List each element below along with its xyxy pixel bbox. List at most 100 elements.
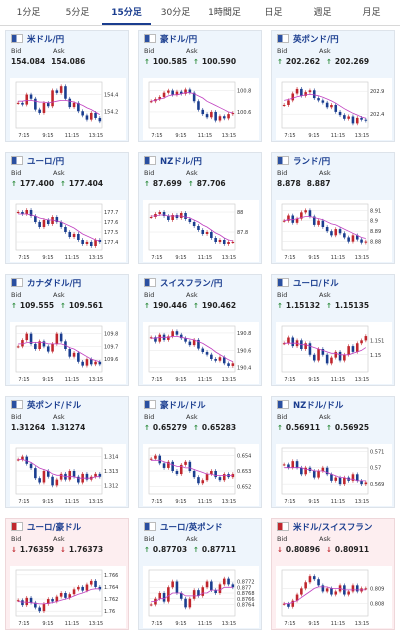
mini-candlestick-chart[interactable]: 190.8 190.6 190.4 7:15 9:15 11:15 13:15 [143, 322, 259, 384]
tab-timeframe[interactable]: 30分足 [160, 8, 191, 18]
bid-group: 154.084 [11, 56, 48, 67]
price-values: ↓ 1.76359 ↓ 1.76373 [6, 544, 128, 555]
moving-average-line [18, 99, 101, 115]
mini-candlestick-chart[interactable]: 0.571 0.57 0.569 7:15 9:15 11:15 13:15 [276, 444, 392, 506]
candle-body [317, 220, 320, 225]
mini-candlestick-chart[interactable]: 1.314 1.313 1.312 7:15 9:15 11:15 13:15 [10, 444, 126, 506]
card-header: スイスフラン/円 [139, 275, 261, 290]
tab-timeframe[interactable]: 日足 [264, 8, 283, 18]
candle-body [334, 351, 338, 358]
candle-body [51, 476, 54, 486]
y-tick-label: 0.8772 [237, 580, 255, 586]
candle-body [308, 576, 312, 583]
pair-name-link[interactable]: ユーロ/英ポンド [160, 522, 223, 533]
pair-name-link[interactable]: ユーロ/円 [27, 156, 65, 167]
y-tick-label: 1.76 [104, 609, 115, 615]
currency-card[interactable]: 米ドル/スイスフラン Bid Ask ↓ 0.80896 ↓ 0.80911 0.809 0.8… [271, 518, 395, 630]
mini-candlestick-chart[interactable]: 8.91 8.9 8.89 8.88 7:15 9:15 11:15 13:15 [276, 200, 392, 262]
mini-candlestick-chart[interactable]: 154.4 154.2 7:15 9:15 11:15 13:15 [10, 78, 126, 140]
candle-body [201, 230, 205, 234]
mini-candlestick-chart[interactable]: 0.809 0.808 7:15 9:15 11:15 13:15 [276, 566, 392, 628]
pair-name-link[interactable]: 英ポンド/ドル [27, 400, 82, 411]
mini-candlestick-chart[interactable]: 0.8772 0.877 0.8768 0.8766 0.8764 7:15 9:15 11:… [143, 566, 259, 628]
chart-svg: 109.8 109.7 109.6 7:15 9:15 11:15 13:15 [15, 325, 118, 383]
tab-timeframe[interactable]: 月足 [362, 8, 381, 18]
currency-card[interactable]: 豪ドル/円 Bid Ask ↑ 100.585 ↑ 100.590 100.8 100.6 7:1… [138, 30, 262, 142]
candle-body [149, 217, 153, 218]
pair-name-link[interactable]: ランド/円 [293, 156, 331, 167]
mini-candlestick-chart[interactable]: 1.151 1.15 7:15 9:15 11:15 13:15 [276, 322, 392, 384]
currency-card[interactable]: ユーロ/円 Bid Ask ↑ 177.400 ↑ 177.404 177.7 177.6 177… [5, 152, 129, 264]
currency-card[interactable]: 豪ドル/ドル Bid Ask ↑ 0.65279 ↑ 0.65283 0.654 0.653 0.… [138, 396, 262, 508]
ask-group: ↑ 0.65283 [193, 422, 239, 433]
currency-card[interactable]: ユーロ/ドル Bid Ask ↑ 1.15132 ↑ 1.15135 1.151 1.15 7:1… [271, 274, 395, 386]
currency-card[interactable]: NZドル/円 Bid Ask ↑ 87.699 ↑ 87.706 88 87.8 7:15 9:15… [138, 152, 262, 264]
currency-card[interactable]: カナダドル/円 Bid Ask ↑ 109.555 ↑ 109.561 109.8 109.7 1… [5, 274, 129, 386]
currency-card[interactable]: NZドル/ドル Bid Ask ↑ 0.56911 ↑ 0.56925 0.571 0.57 0.… [271, 396, 395, 508]
currency-card[interactable]: ユーロ/英ポンド Bid Ask ↑ 0.87703 ↑ 0.87711 0.8772 0.87… [138, 518, 262, 630]
y-tick-label: 0.57 [370, 466, 381, 472]
candle-body [175, 215, 179, 218]
bid-label: Bid [11, 47, 22, 55]
mini-candlestick-chart[interactable]: 100.8 100.6 7:15 9:15 11:15 13:15 [143, 78, 259, 140]
mini-candlestick-chart[interactable]: 177.7 177.6 177.5 177.4 7:15 9:15 11:15 13:15 [10, 200, 126, 262]
bid-group: ↑ 202.262 [277, 56, 323, 67]
mini-candlestick-chart[interactable]: 109.8 109.7 109.6 7:15 9:15 11:15 13:15 [10, 322, 126, 384]
candle-body [330, 105, 333, 108]
x-tick-label: 13:15 [355, 499, 369, 505]
ask-label: Ask [53, 47, 65, 55]
ask-group: ↑ 109.561 [60, 300, 106, 311]
card-header: ユーロ/ドル [272, 275, 394, 290]
candle-body [214, 358, 217, 361]
bid-value: 0.80896 [285, 545, 321, 554]
pair-name-link[interactable]: カナダドル/円 [27, 278, 82, 289]
moving-average-line [151, 335, 233, 362]
pair-name-link[interactable]: ユーロ/豪ドル [27, 522, 82, 533]
pair-name-link[interactable]: 米ドル/円 [27, 34, 65, 45]
mini-candlestick-chart[interactable]: 88 87.8 7:15 9:15 11:15 13:15 [143, 200, 259, 262]
candle-body [68, 349, 72, 357]
currency-card[interactable]: 英ポンド/円 Bid Ask ↑ 202.262 ↑ 202.269 202.9 202.4 7:… [271, 30, 395, 142]
candle-body [205, 232, 209, 234]
chart-svg: 190.8 190.6 190.4 7:15 9:15 11:15 13:15 [148, 325, 251, 383]
candle-body [218, 116, 222, 121]
pair-name-link[interactable]: 豪ドル/円 [160, 34, 198, 45]
y-tick-label: 8.88 [370, 240, 381, 246]
pair-name-link[interactable]: NZドル/円 [160, 156, 202, 167]
x-tick-label: 13:15 [222, 377, 236, 383]
y-tick-label: 1.764 [104, 585, 118, 591]
pair-name-link[interactable]: NZドル/ドル [293, 400, 344, 411]
pair-name-link[interactable]: 英ポンド/円 [293, 34, 339, 45]
tab-timeframe[interactable]: 週足 [313, 8, 332, 18]
chart-svg: 0.571 0.57 0.569 7:15 9:15 11:15 13:15 [281, 447, 384, 505]
tab-timeframe[interactable]: 15分足 [102, 2, 151, 25]
up-arrow-icon: ↑ [277, 424, 283, 432]
tab-timeframe[interactable]: 1分足 [16, 8, 41, 18]
candle-body [21, 456, 24, 460]
bid-label: Bid [144, 169, 155, 177]
currency-card[interactable]: 英ポンド/ドル Bid Ask 1.31264 1.31274 1.314 1.313 1.3… [5, 396, 129, 508]
up-arrow-icon: ↑ [193, 302, 199, 310]
price-values: ↑ 109.555 ↑ 109.561 [6, 300, 128, 311]
currency-card[interactable]: ランド/円 Bid Ask 8.878 8.887 8.91 8.9 8.89 8.88 7:15… [271, 152, 395, 264]
mini-candlestick-chart[interactable]: 202.9 202.4 7:15 9:15 11:15 13:15 [276, 78, 392, 140]
tab-timeframe[interactable]: 5分足 [65, 8, 90, 18]
pair-name-link[interactable]: 豪ドル/ドル [160, 400, 206, 411]
pair-name-link[interactable]: 米ドル/スイスフラン [293, 522, 373, 533]
candle-body [355, 343, 359, 352]
ask-value: 190.462 [201, 301, 237, 310]
mini-candlestick-chart[interactable]: 0.654 0.653 0.652 7:15 9:15 11:15 13:15 [143, 444, 259, 506]
currency-card[interactable]: ユーロ/豪ドル Bid Ask ↓ 1.76359 ↓ 1.76373 1.766 1.764 1… [5, 518, 129, 630]
candle-body [85, 242, 89, 244]
candle-body [291, 337, 295, 347]
price-values: ↑ 0.56911 ↑ 0.56925 [272, 422, 394, 433]
tab-timeframe[interactable]: 1時間足 [208, 8, 241, 18]
mini-candlestick-chart[interactable]: 1.766 1.764 1.762 1.76 7:15 9:15 11:15 13:15 [10, 566, 126, 628]
pair-name-link[interactable]: スイスフラン/円 [160, 278, 223, 289]
candle-body [171, 331, 174, 337]
chart-svg: 1.151 1.15 7:15 9:15 11:15 13:15 [281, 325, 384, 383]
currency-card[interactable]: 米ドル/円 Bid Ask 154.084 154.086 154.4 154.2 7:15 9… [5, 30, 129, 142]
currency-card[interactable]: スイスフラン/円 Bid Ask ↑ 190.446 ↑ 190.462 190.8 190.6… [138, 274, 262, 386]
candle-body [364, 588, 368, 590]
pair-name-link[interactable]: ユーロ/ドル [293, 278, 339, 289]
